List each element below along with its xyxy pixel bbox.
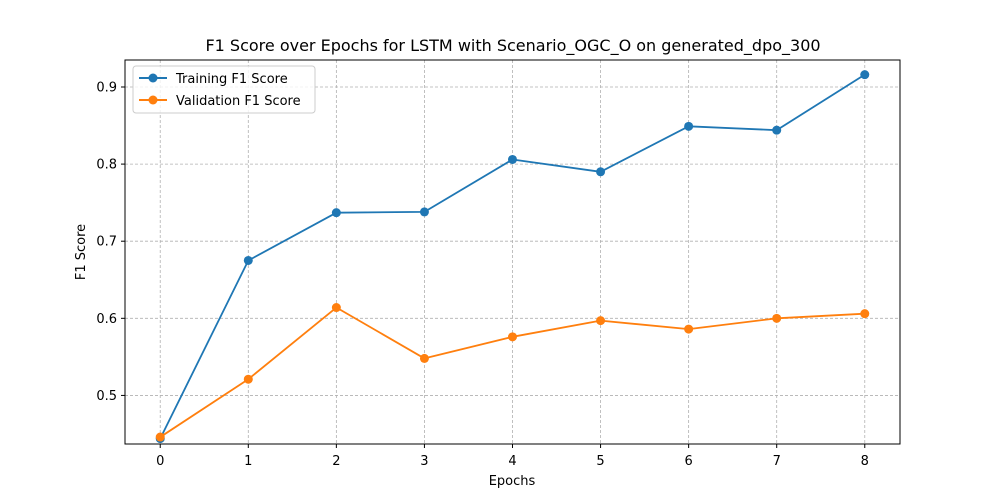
data-point — [596, 316, 606, 326]
ticks: 0 1 2 3 4 5 6 7 8 0.5 0.6 0.7 0.8 0.9 — [96, 80, 869, 469]
data-point — [331, 303, 341, 313]
x-tick-label: 6 — [684, 454, 692, 469]
x-tick-label: 4 — [508, 454, 516, 469]
x-axis-label: Epochs — [489, 474, 536, 489]
legend-box — [132, 65, 316, 114]
data-point — [243, 374, 253, 384]
data-point — [860, 70, 870, 80]
data-point — [772, 125, 782, 135]
legend-marker-training — [148, 73, 158, 83]
x-tick-label: 0 — [156, 454, 164, 469]
x-tick-label: 5 — [596, 454, 604, 469]
x-tick-label: 3 — [420, 454, 428, 469]
y-axis-label: F1 Score — [74, 224, 89, 280]
data-point — [419, 353, 429, 363]
legend-marker-validation — [148, 95, 158, 105]
data-point — [684, 121, 694, 131]
y-tick-label: 0.5 — [96, 389, 117, 404]
legend: Training F1 Score Validation F1 Score — [132, 65, 316, 114]
data-point — [155, 432, 165, 442]
data-point — [772, 313, 782, 323]
y-tick-label: 0.6 — [96, 312, 117, 327]
y-tick-label: 0.7 — [96, 235, 117, 250]
y-tick-label: 0.8 — [96, 158, 117, 173]
legend-label-validation: Validation F1 Score — [176, 94, 301, 109]
data-point — [508, 154, 517, 164]
data-point — [419, 207, 429, 217]
data-point — [596, 167, 606, 177]
x-tick-label: 2 — [332, 454, 340, 469]
x-tick-label: 8 — [861, 454, 869, 469]
data-point — [243, 255, 253, 265]
legend-label-training: Training F1 Score — [175, 72, 288, 87]
x-tick-label: 1 — [244, 454, 252, 469]
series-layer — [155, 70, 870, 444]
y-tick-label: 0.9 — [96, 80, 117, 95]
data-point — [860, 309, 870, 319]
data-point — [331, 208, 341, 218]
data-point — [508, 332, 517, 342]
chart-title: F1 Score over Epochs for LSTM with Scena… — [205, 36, 820, 56]
data-point — [684, 324, 694, 334]
x-tick-label: 7 — [773, 454, 781, 469]
